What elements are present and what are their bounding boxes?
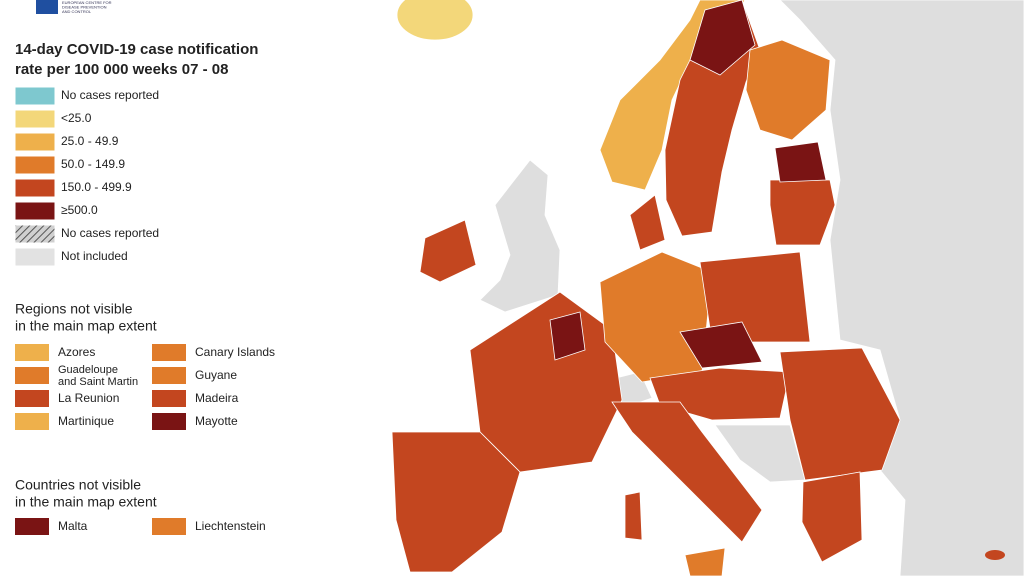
denmark	[629, 194, 666, 251]
region-swatch	[15, 344, 49, 361]
greece	[801, 471, 863, 563]
region-label: La Reunion	[58, 391, 119, 405]
legend-title: rate per 100 000 weeks 07 - 08	[15, 61, 229, 78]
logo-text: DISEASE PREVENTION	[62, 5, 107, 10]
region-label: Martinique	[58, 414, 114, 428]
countries-heading: in the main map extent	[15, 494, 157, 510]
legend-label: No cases reported	[61, 88, 159, 102]
legend-label: No cases reported	[61, 226, 159, 240]
legend-label: 25.0 - 49.9	[61, 134, 119, 148]
region-swatch	[15, 413, 49, 430]
logo-text: AND CONTROL	[62, 9, 92, 14]
legend-swatch	[14, 109, 56, 129]
estonia	[774, 141, 827, 183]
legend-label: <25.0	[61, 111, 92, 125]
countries-heading: Countries not visible	[15, 477, 141, 493]
region-swatch	[15, 390, 49, 407]
legend-label: 150.0 - 499.9	[61, 180, 132, 194]
legend-swatch	[14, 86, 56, 106]
italy	[611, 401, 763, 543]
sicily	[684, 547, 726, 576]
region-swatch	[152, 413, 186, 430]
legend: 14-day COVID-19 case notification rate pe…	[14, 41, 275, 535]
legend-title: 14-day COVID-19 case notification	[15, 41, 258, 58]
country-label: Malta	[58, 519, 88, 533]
poland	[699, 251, 811, 343]
region-label: and Saint Martin	[58, 376, 138, 388]
country-swatch	[152, 518, 186, 535]
legend-swatch	[14, 247, 56, 267]
iberia	[391, 431, 521, 573]
region-label: Guyane	[195, 368, 237, 382]
legend-swatch	[14, 155, 56, 175]
country-swatch	[15, 518, 49, 535]
baltics	[769, 179, 836, 246]
region-label: Mayotte	[195, 414, 238, 428]
map	[391, 0, 1024, 576]
legend-label: ≥500.0	[61, 203, 98, 217]
france-north	[549, 311, 586, 361]
legend-swatch	[14, 224, 56, 244]
legend-swatch	[14, 178, 56, 198]
non-included-land	[714, 424, 806, 483]
region-swatch	[152, 367, 186, 384]
regions-heading: Regions not visible	[15, 301, 133, 317]
cyprus	[985, 550, 1005, 560]
region-label: Canary Islands	[195, 345, 275, 359]
non-included-land	[779, 0, 1024, 576]
finland	[745, 39, 831, 141]
region-label: Madeira	[195, 391, 239, 405]
country-label: Liechtenstein	[195, 519, 266, 533]
legend-swatch	[14, 201, 56, 221]
romania-bulgaria	[779, 347, 901, 481]
legend-label: 50.0 - 149.9	[61, 157, 125, 171]
iceland	[396, 0, 474, 41]
sweden-north	[689, 0, 756, 76]
region-label: Azores	[58, 345, 95, 359]
region-swatch	[152, 390, 186, 407]
legend-label: Not included	[61, 249, 128, 263]
ireland	[419, 219, 477, 283]
logo-flag	[36, 0, 58, 14]
sardinia	[624, 491, 643, 541]
legend-swatch	[14, 132, 56, 152]
region-swatch	[15, 367, 49, 384]
region-label: Guadeloupe	[58, 364, 118, 376]
region-swatch	[152, 344, 186, 361]
regions-heading: in the main map extent	[15, 318, 157, 334]
logo-text: EUROPEAN CENTRE FOR	[62, 0, 112, 5]
czechia	[679, 321, 763, 369]
